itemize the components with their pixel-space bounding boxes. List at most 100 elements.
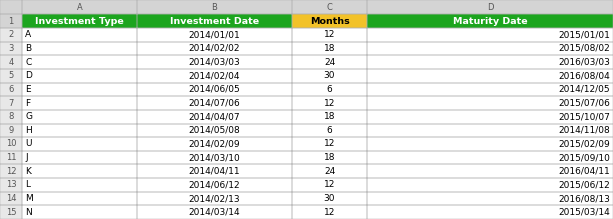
Text: 7: 7 xyxy=(9,99,13,108)
Text: 2: 2 xyxy=(9,30,13,39)
Text: H: H xyxy=(25,126,32,135)
Text: M: M xyxy=(25,194,33,203)
Bar xyxy=(367,164,613,178)
Bar xyxy=(0,164,22,178)
Text: 2016/04/11: 2016/04/11 xyxy=(558,167,610,176)
Bar xyxy=(367,69,613,83)
Text: C: C xyxy=(327,2,332,12)
Bar xyxy=(292,0,367,14)
Text: 2014/06/12: 2014/06/12 xyxy=(189,180,240,189)
Text: 2014/06/05: 2014/06/05 xyxy=(189,85,240,94)
Text: 2015/08/02: 2015/08/02 xyxy=(558,44,610,53)
Text: Investment Type: Investment Type xyxy=(35,16,124,25)
Bar xyxy=(22,69,137,83)
Bar xyxy=(137,205,292,219)
Bar xyxy=(0,192,22,205)
Bar xyxy=(0,0,22,14)
Bar xyxy=(292,55,367,69)
Text: 2016/08/04: 2016/08/04 xyxy=(558,71,610,80)
Bar xyxy=(0,69,22,83)
Bar xyxy=(367,124,613,137)
Text: 1: 1 xyxy=(9,16,13,25)
Text: U: U xyxy=(25,140,31,148)
Bar xyxy=(22,0,137,14)
Text: Maturity Date: Maturity Date xyxy=(452,16,527,25)
Text: D: D xyxy=(25,71,32,80)
Text: 2014/03/10: 2014/03/10 xyxy=(189,153,240,162)
Text: 10: 10 xyxy=(6,140,17,148)
Bar xyxy=(0,55,22,69)
Text: J: J xyxy=(25,153,28,162)
Text: E: E xyxy=(25,85,31,94)
Bar xyxy=(0,178,22,192)
Text: 2014/02/09: 2014/02/09 xyxy=(189,140,240,148)
Bar xyxy=(292,28,367,42)
Text: 2014/04/07: 2014/04/07 xyxy=(189,112,240,121)
Text: 2015/01/01: 2015/01/01 xyxy=(558,30,610,39)
Bar xyxy=(292,151,367,164)
Bar xyxy=(137,69,292,83)
Bar xyxy=(137,137,292,151)
Text: 3: 3 xyxy=(9,44,13,53)
Bar xyxy=(137,178,292,192)
Bar xyxy=(22,110,137,124)
Text: L: L xyxy=(25,180,30,189)
Text: 2015/03/14: 2015/03/14 xyxy=(558,208,610,217)
Bar xyxy=(292,42,367,55)
Text: A: A xyxy=(77,2,82,12)
Text: A: A xyxy=(25,30,31,39)
Text: 2014/02/02: 2014/02/02 xyxy=(189,44,240,53)
Bar xyxy=(22,192,137,205)
Bar xyxy=(367,151,613,164)
Text: 18: 18 xyxy=(324,153,335,162)
Text: 2016/08/13: 2016/08/13 xyxy=(558,194,610,203)
Bar xyxy=(292,69,367,83)
Bar xyxy=(367,205,613,219)
Bar xyxy=(367,192,613,205)
Text: 8: 8 xyxy=(9,112,13,121)
Bar xyxy=(292,124,367,137)
Text: 2014/02/04: 2014/02/04 xyxy=(189,71,240,80)
Text: K: K xyxy=(25,167,31,176)
Bar xyxy=(292,205,367,219)
Text: 24: 24 xyxy=(324,58,335,67)
Bar xyxy=(292,164,367,178)
Text: 2015/09/10: 2015/09/10 xyxy=(558,153,610,162)
Bar xyxy=(22,55,137,69)
Bar xyxy=(367,110,613,124)
Text: N: N xyxy=(25,208,32,217)
Text: B: B xyxy=(25,44,31,53)
Text: G: G xyxy=(25,112,32,121)
Text: 2015/06/12: 2015/06/12 xyxy=(558,180,610,189)
Text: 2014/01/01: 2014/01/01 xyxy=(189,30,240,39)
Text: C: C xyxy=(25,58,31,67)
Text: 12: 12 xyxy=(324,140,335,148)
Bar xyxy=(0,14,22,28)
Text: 14: 14 xyxy=(6,194,17,203)
Bar xyxy=(292,110,367,124)
Bar xyxy=(137,42,292,55)
Bar xyxy=(0,205,22,219)
Text: 12: 12 xyxy=(324,30,335,39)
Bar xyxy=(137,28,292,42)
Bar xyxy=(367,83,613,96)
Bar xyxy=(0,110,22,124)
Bar xyxy=(22,124,137,137)
Bar xyxy=(22,178,137,192)
Bar xyxy=(367,42,613,55)
Text: 2014/05/08: 2014/05/08 xyxy=(189,126,240,135)
Bar xyxy=(292,137,367,151)
Text: 12: 12 xyxy=(6,167,17,176)
Text: 2014/03/03: 2014/03/03 xyxy=(189,58,240,67)
Bar xyxy=(367,137,613,151)
Text: 2014/04/11: 2014/04/11 xyxy=(189,167,240,176)
Bar xyxy=(22,83,137,96)
Bar xyxy=(137,124,292,137)
Text: D: D xyxy=(487,2,493,12)
Bar xyxy=(0,96,22,110)
Bar xyxy=(0,83,22,96)
Text: B: B xyxy=(211,2,218,12)
Bar xyxy=(0,42,22,55)
Bar xyxy=(137,192,292,205)
Text: 6: 6 xyxy=(327,126,332,135)
